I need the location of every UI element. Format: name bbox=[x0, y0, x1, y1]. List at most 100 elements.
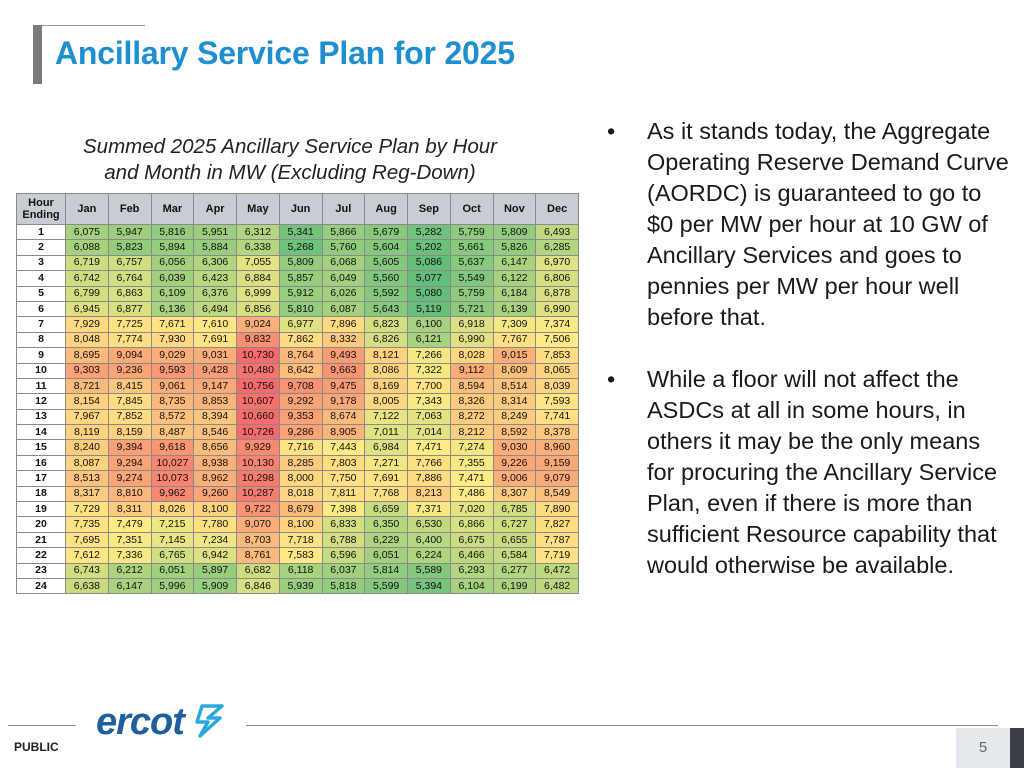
mw-value-cell: 8,240 bbox=[65, 439, 109, 456]
mw-value-cell: 8,735 bbox=[150, 393, 195, 410]
mw-value-cell: 6,826 bbox=[364, 331, 408, 349]
mw-value-cell: 9,079 bbox=[535, 470, 579, 487]
mw-value-cell: 7,780 bbox=[193, 516, 237, 533]
mw-value-cell: 7,336 bbox=[107, 547, 152, 564]
mw-value-cell: 9,493 bbox=[321, 347, 366, 364]
mw-value-cell: 6,037 bbox=[321, 562, 366, 579]
mw-value-cell: 6,596 bbox=[321, 547, 366, 564]
hour-ending-cell: 6 bbox=[16, 300, 66, 318]
mw-value-cell: 9,236 bbox=[107, 362, 152, 379]
mw-value-cell: 6,584 bbox=[492, 547, 537, 564]
mw-value-cell: 6,742 bbox=[65, 270, 109, 287]
mw-value-cell: 8,311 bbox=[107, 501, 152, 518]
mw-value-cell: 10,298 bbox=[236, 470, 280, 487]
mw-value-cell: 6,833 bbox=[321, 516, 366, 533]
table-row: 6 6,945 6,877 6,136 6,494 6,856 5,810 6,087 5,64… bbox=[16, 300, 579, 318]
mw-value-cell: 6,100 bbox=[407, 316, 451, 333]
mw-value-cell: 6,109 bbox=[150, 285, 195, 302]
mw-value-cell: 6,139 bbox=[492, 300, 537, 318]
mw-value-cell: 7,271 bbox=[364, 454, 408, 472]
mw-value-cell: 8,513 bbox=[65, 470, 109, 487]
mw-value-cell: 9,832 bbox=[236, 331, 280, 349]
mw-value-cell: 8,119 bbox=[65, 424, 109, 441]
mw-value-cell: 8,285 bbox=[278, 454, 323, 472]
mw-value-cell: 8,154 bbox=[65, 393, 109, 410]
mw-value-cell: 7,735 bbox=[65, 516, 109, 533]
mw-value-cell: 7,671 bbox=[150, 316, 195, 333]
mw-value-cell: 6,493 bbox=[535, 223, 579, 241]
mw-value-cell: 6,743 bbox=[65, 562, 109, 579]
mw-value-cell: 6,494 bbox=[193, 300, 237, 318]
mw-value-cell: 5,661 bbox=[449, 239, 494, 256]
mw-value-cell: 6,655 bbox=[492, 531, 537, 549]
mw-value-cell: 6,942 bbox=[193, 547, 237, 564]
mw-value-cell: 6,121 bbox=[407, 331, 451, 349]
mw-value-cell: 6,350 bbox=[364, 516, 408, 533]
mw-value-cell: 9,094 bbox=[107, 347, 152, 364]
mw-value-cell: 7,716 bbox=[278, 439, 323, 456]
mw-value-cell: 6,338 bbox=[236, 239, 280, 256]
table-row: 2 6,088 5,823 5,894 5,884 6,338 5,268 5,760 5,60… bbox=[16, 239, 579, 256]
hour-ending-cell: 19 bbox=[16, 501, 66, 518]
mw-value-cell: 5,341 bbox=[278, 223, 323, 241]
table-caption: Summed 2025 Ancillary Service Plan by Ho… bbox=[40, 134, 540, 186]
mw-value-cell: 6,087 bbox=[321, 300, 366, 318]
ercot-logo-mark: ercot bbox=[96, 701, 224, 743]
month-header: Jul bbox=[321, 193, 366, 225]
mw-value-cell: 6,530 bbox=[407, 516, 451, 533]
mw-value-cell: 10,480 bbox=[236, 362, 280, 379]
mw-value-cell: 5,947 bbox=[107, 223, 152, 241]
mw-value-cell: 8,048 bbox=[65, 331, 109, 349]
mw-value-cell: 10,756 bbox=[236, 377, 280, 395]
mw-value-cell: 5,721 bbox=[449, 300, 494, 318]
mw-value-cell: 8,695 bbox=[65, 347, 109, 364]
mw-value-cell: 5,760 bbox=[321, 239, 366, 256]
mw-value-cell: 5,605 bbox=[364, 254, 408, 272]
mw-value-cell: 7,811 bbox=[321, 485, 366, 503]
hour-ending-cell: 23 bbox=[16, 562, 66, 579]
hour-ending-cell: 2 bbox=[16, 239, 66, 256]
mw-value-cell: 7,355 bbox=[449, 454, 494, 472]
mw-value-cell: 7,479 bbox=[107, 516, 152, 533]
mw-value-cell: 5,816 bbox=[150, 223, 195, 241]
mw-value-cell: 7,930 bbox=[150, 331, 195, 349]
mw-value-cell: 6,312 bbox=[236, 223, 280, 241]
mw-value-cell: 6,400 bbox=[407, 531, 451, 549]
bullet-marker: • bbox=[607, 366, 616, 392]
mw-value-cell: 7,691 bbox=[364, 470, 408, 487]
mw-value-cell: 5,809 bbox=[278, 254, 323, 272]
mw-value-cell: 8,065 bbox=[535, 362, 579, 379]
mw-value-cell: 5,592 bbox=[364, 285, 408, 302]
mw-value-cell: 10,073 bbox=[150, 470, 195, 487]
month-header: Nov bbox=[492, 193, 537, 225]
mw-value-cell: 5,951 bbox=[193, 223, 237, 241]
ercot-wordmark: ercot bbox=[96, 701, 186, 743]
hour-ending-header: Hour Ending bbox=[16, 193, 66, 225]
mw-value-cell: 9,294 bbox=[107, 454, 152, 472]
mw-value-cell: 5,080 bbox=[407, 285, 451, 302]
mw-value-cell: 9,303 bbox=[65, 362, 109, 379]
mw-value-cell: 7,020 bbox=[449, 501, 494, 518]
mw-value-cell: 7,750 bbox=[321, 470, 366, 487]
bullet-marker: • bbox=[607, 118, 616, 144]
table-row: 15 8,240 9,394 9,618 8,656 9,929 7,716 7,443 6,9… bbox=[16, 439, 579, 456]
mw-value-cell: 8,572 bbox=[150, 408, 195, 426]
table-caption-line-1: Summed 2025 Ancillary Service Plan by Ho… bbox=[83, 135, 497, 158]
mw-value-cell: 8,317 bbox=[65, 485, 109, 503]
table-row: 3 6,719 6,757 6,056 6,306 7,055 5,809 6,068 5,60… bbox=[16, 254, 579, 272]
mw-value-cell: 7,803 bbox=[321, 454, 366, 472]
hour-ending-cell: 5 bbox=[16, 285, 66, 302]
mw-value-cell: 6,990 bbox=[449, 331, 494, 349]
mw-value-cell: 8,656 bbox=[193, 439, 237, 456]
table-body: 1 6,075 5,947 5,816 5,951 6,312 5,341 5,866 5,67… bbox=[16, 223, 579, 595]
mw-value-cell: 6,056 bbox=[150, 254, 195, 272]
mw-value-cell: 9,722 bbox=[236, 501, 280, 518]
mw-value-cell: 8,703 bbox=[236, 531, 280, 549]
mw-value-cell: 7,234 bbox=[193, 531, 237, 549]
mw-value-cell: 6,727 bbox=[492, 516, 537, 533]
mw-value-cell: 7,741 bbox=[535, 408, 579, 426]
mw-value-cell: 5,996 bbox=[150, 577, 195, 595]
mw-value-cell: 7,700 bbox=[407, 377, 451, 395]
mw-value-cell: 6,846 bbox=[236, 577, 280, 595]
hour-ending-cell: 21 bbox=[16, 531, 66, 549]
